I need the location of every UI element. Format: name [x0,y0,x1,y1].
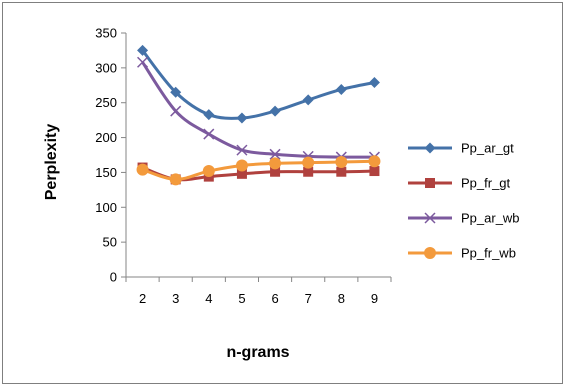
legend-marker [424,212,436,224]
series-layer [136,44,381,186]
y-tick-label: 50 [103,235,117,250]
data-point [203,109,215,121]
data-point-stroke [269,148,281,160]
data-point [170,105,182,117]
legend-label: Pp_fr_wb [461,246,516,261]
data-point [169,173,182,186]
data-point [203,128,215,140]
data-point [235,159,248,172]
data-point [236,144,248,156]
data-point [202,165,215,178]
data-point [368,76,380,88]
x-tick-label: 4 [205,291,212,306]
y-tick-label: 250 [95,95,117,110]
x-axis-title: n-grams [226,344,289,361]
y-tick-label: 100 [95,200,117,215]
data-point [269,157,282,170]
data-point [302,156,315,169]
series-Pp_ar_gt [137,44,380,124]
data-point [269,148,281,160]
axes: 0 50 100 150 200 250 300 350 2 3 4 5 6 7 8 9 [95,26,392,306]
data-point [336,166,347,177]
data-point [236,168,247,179]
chart-frame [2,2,563,384]
x-tick-label: 9 [371,291,378,306]
data-point [270,166,281,177]
data-point [302,94,314,106]
data-point-stroke [137,56,149,68]
data-point [137,56,149,68]
data-point-stroke [236,144,248,156]
x-tick-label: 5 [238,291,245,306]
legend-marker [424,142,436,154]
y-tick-label: 200 [95,130,117,145]
legend-entry: Pp_fr_wb [408,246,516,261]
legend-label: Pp_fr_gt [461,176,511,191]
series-Pp_ar_wb [137,56,380,163]
data-point-stroke [203,128,215,140]
y-tick-label: 0 [110,270,117,285]
y-axis-title: Perplexity [43,124,60,201]
series-Pp_fr_wb [136,155,381,186]
data-point [137,44,149,56]
legend-marker [425,178,435,188]
x-tick-label: 6 [271,291,278,306]
x-tick-label: 2 [139,291,146,306]
legend-entry: Pp_ar_gt [408,141,514,156]
legend: Pp_ar_gt Pp_fr_gt Pp_ar_wb Pp_fr_wb [408,141,520,261]
series-line [141,49,375,120]
data-point [335,155,348,168]
legend-label: Pp_ar_gt [461,141,514,156]
data-point [236,112,248,124]
y-tick-label: 300 [95,60,117,75]
legend-label: Pp_ar_wb [461,211,520,226]
data-point-stroke [170,105,182,117]
x-tick-label: 3 [172,291,179,306]
data-point [303,166,314,177]
y-tick-label: 150 [95,165,117,180]
data-point [369,166,380,177]
data-point [170,86,182,98]
data-point [136,163,149,176]
y-tick-label: 350 [95,26,117,41]
legend-entry: Pp_fr_gt [408,176,511,191]
data-point [368,155,381,168]
data-point [335,83,347,95]
legend-marker [424,247,436,259]
legend-entry: Pp_ar_wb [408,211,520,226]
x-tick-label: 7 [305,291,312,306]
x-tick-label: 8 [338,291,345,306]
data-point-stroke [424,212,436,224]
data-point [269,105,281,117]
